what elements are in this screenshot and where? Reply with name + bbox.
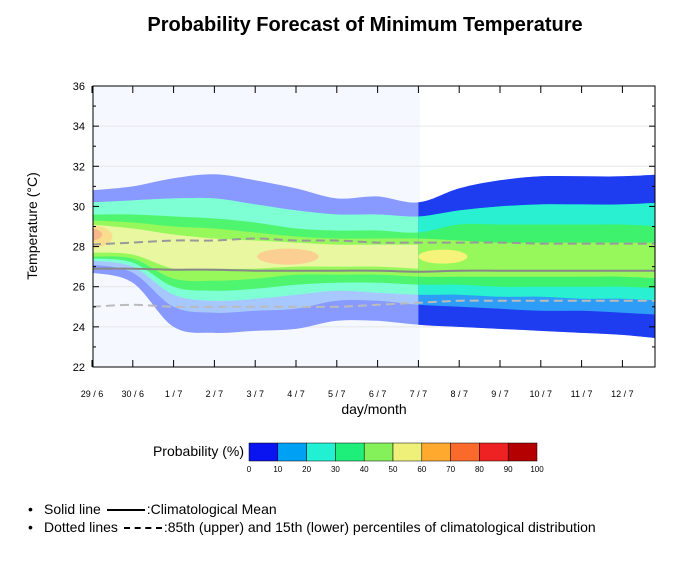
- legend-tick-label: 40: [360, 465, 369, 474]
- probability-bands: [76, 174, 655, 339]
- x-tick-label: 12 / 7: [611, 389, 634, 399]
- x-tick-label: 9 / 7: [491, 389, 509, 399]
- note-dotted-lines: • Dotted lines :85th (upper) and 15th (lo…: [28, 519, 596, 535]
- legend-tick-label: 0: [247, 465, 252, 474]
- legend-swatch: [392, 442, 423, 462]
- x-tick-label: 3 / 7: [246, 389, 264, 399]
- forecast-band-50: [418, 244, 419, 269]
- legend-tick-label: 100: [530, 465, 544, 474]
- x-tick-label: 29 / 6: [81, 389, 104, 399]
- probability-spot-80: [76, 231, 92, 238]
- climatology-lines: [93, 237, 655, 308]
- y-tick-label: 36: [73, 81, 85, 93]
- legend-swatch: [507, 442, 538, 462]
- legend-swatch: [277, 442, 307, 462]
- probability-legend: 0 10 20 30 40 50 60 70 80 90 100: [247, 442, 544, 474]
- dashed-line-sample: [123, 527, 162, 530]
- probability-spot-60: [257, 248, 319, 265]
- x-tick-label: 10 / 7: [530, 389, 553, 399]
- x-tick-label: 6 / 7: [369, 389, 387, 399]
- series-line-climatological-mean: [93, 267, 655, 273]
- series-line-15th-percentile: [93, 299, 655, 308]
- probability-band-50: [93, 224, 419, 270]
- x-tick-label: 1 / 7: [165, 389, 183, 399]
- legend-swatch: [450, 442, 480, 462]
- legend-swatch: [306, 442, 336, 462]
- legend-swatch: [335, 442, 365, 462]
- x-tick-label: 11 / 7: [571, 389, 593, 399]
- probability-spot-70: [93, 228, 103, 241]
- probability-spot-60: [418, 249, 468, 264]
- legend-tick-label: 70: [446, 465, 455, 474]
- y-tick-label: 26: [73, 282, 85, 294]
- legend-tick-label: 60: [417, 465, 426, 474]
- legend-swatch: [248, 442, 279, 462]
- forecast-bands: [418, 174, 655, 339]
- x-tick-label: 2 / 7: [206, 389, 224, 399]
- dotted-lines-label: Dotted lines: [44, 519, 118, 535]
- legend-tick-label: 50: [389, 465, 398, 474]
- y-tick-label: 28: [73, 242, 85, 254]
- series-line-85th-percentile: [93, 237, 655, 246]
- y-tick-label: 22: [73, 362, 85, 374]
- y-tick-label: 24: [73, 322, 85, 334]
- chart-title: Probability Forecast of Minimum Temperat…: [147, 14, 583, 36]
- x-axis-title: day/month: [341, 401, 406, 417]
- legend-label: Probability (%): [153, 443, 244, 459]
- legend-tick-label: 30: [331, 465, 340, 474]
- x-tick-label: 30 / 6: [122, 389, 145, 399]
- x-tick-labels: 29 / 6 30 / 6 1 / 7 2 / 7 3 / 7 4 / 7 5 / 7 6 /…: [81, 389, 634, 399]
- legend-tick-label: 10: [273, 465, 282, 474]
- bullet-icon: •: [28, 501, 33, 517]
- solid-line-sample: [106, 509, 145, 512]
- x-tick-label: 4 / 7: [287, 389, 305, 399]
- x-tick-label: 5 / 7: [328, 389, 346, 399]
- solid-line-text: :Climatological Mean: [146, 501, 277, 517]
- y-tick-label: 30: [73, 201, 85, 213]
- legend-swatch: [421, 442, 451, 462]
- legend-tick-label: 90: [504, 465, 513, 474]
- bullet-icon: •: [28, 519, 33, 535]
- legend-tick-label: 80: [475, 465, 484, 474]
- legend-swatch: [479, 442, 509, 462]
- forecast-band-40: [418, 238, 655, 279]
- legend-swatch: [363, 442, 394, 462]
- x-tick-label: 8 / 7: [450, 389, 468, 399]
- y-tick-label: 34: [73, 121, 85, 133]
- axis-ticks: [91, 85, 655, 368]
- dotted-lines-text: :85th (upper) and 15th (lower) percentil…: [163, 519, 596, 535]
- solid-line-label: Solid line: [44, 501, 101, 517]
- x-tick-label: 7 / 7: [410, 389, 428, 399]
- note-solid-line: • Solid line :Climatological Mean: [28, 501, 277, 517]
- y-axis-title: Temperature (°C): [24, 172, 40, 280]
- y-tick-label: 32: [73, 161, 85, 173]
- legend-tick-label: 20: [302, 465, 311, 474]
- y-tick-labels: 22 24 26 28 30 32 34 36: [73, 81, 85, 374]
